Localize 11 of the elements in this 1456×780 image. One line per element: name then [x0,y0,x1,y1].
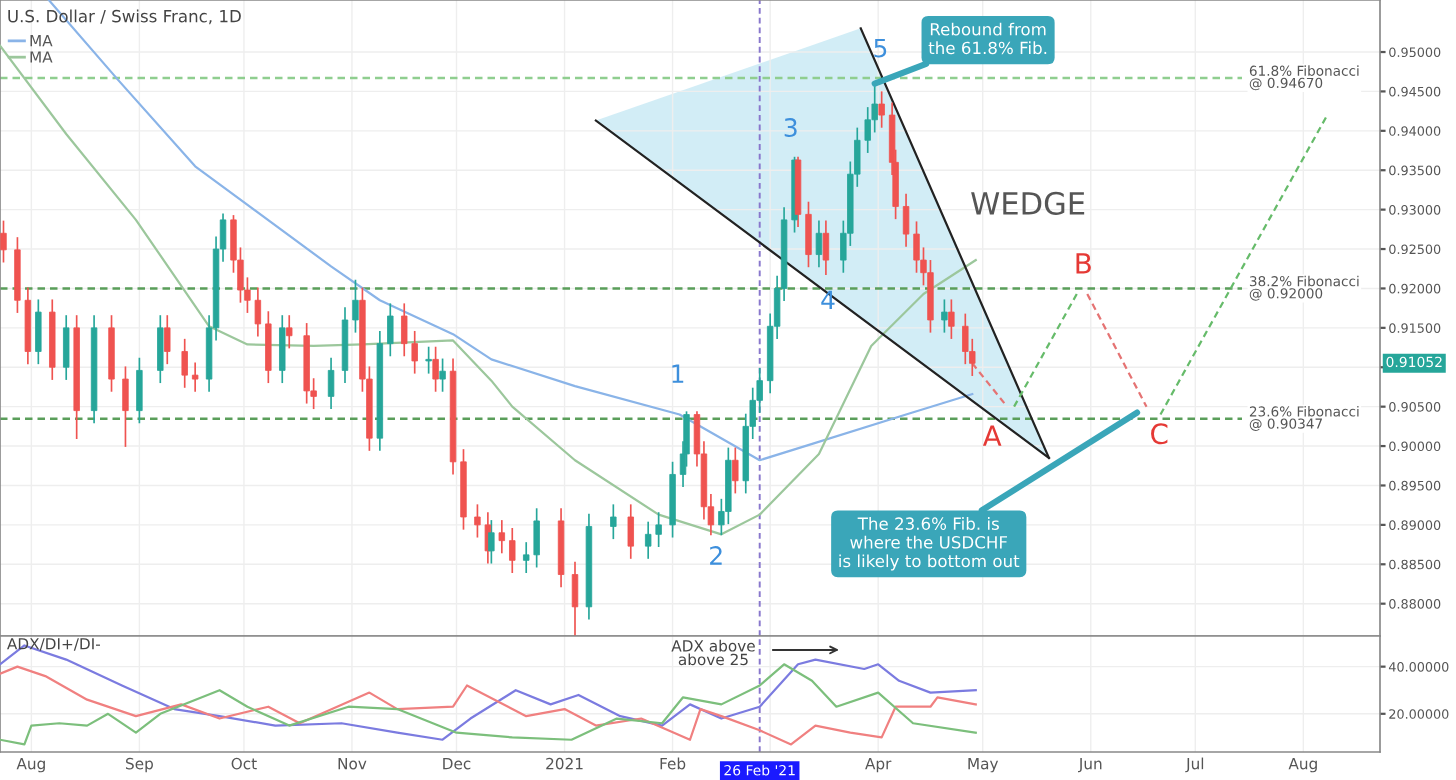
annotation: 2 [710,546,722,565]
annotation: WEDGE [971,191,1085,215]
annotation: The 23.6% Fib. is where the USDCHF is likely to bottom out [839,517,1020,571]
annotation: A [982,425,1002,446]
annotation: 5 [874,38,887,58]
annotation: 3 [784,118,797,137]
annotation: B [1076,253,1091,274]
annotation: C [1151,423,1168,445]
annotation: 1 [672,364,684,383]
annotation: 4 [821,290,835,309]
annotation: Rebound from the 61.8% Fib. [928,22,1047,55]
